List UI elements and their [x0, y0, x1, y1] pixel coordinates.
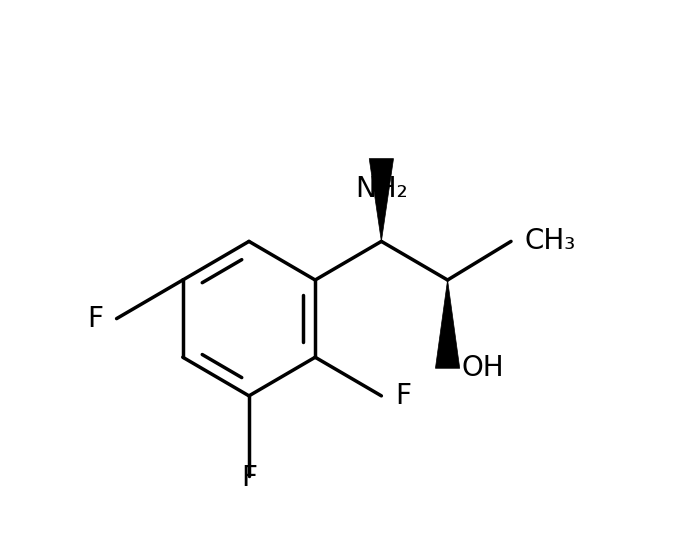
Text: F: F	[395, 382, 411, 410]
Text: OH: OH	[461, 354, 504, 382]
Polygon shape	[369, 158, 394, 241]
Text: CH₃: CH₃	[525, 227, 576, 255]
Text: NH₂: NH₂	[355, 175, 408, 203]
Polygon shape	[435, 280, 460, 368]
Text: F: F	[87, 305, 103, 333]
Text: F: F	[241, 464, 257, 492]
